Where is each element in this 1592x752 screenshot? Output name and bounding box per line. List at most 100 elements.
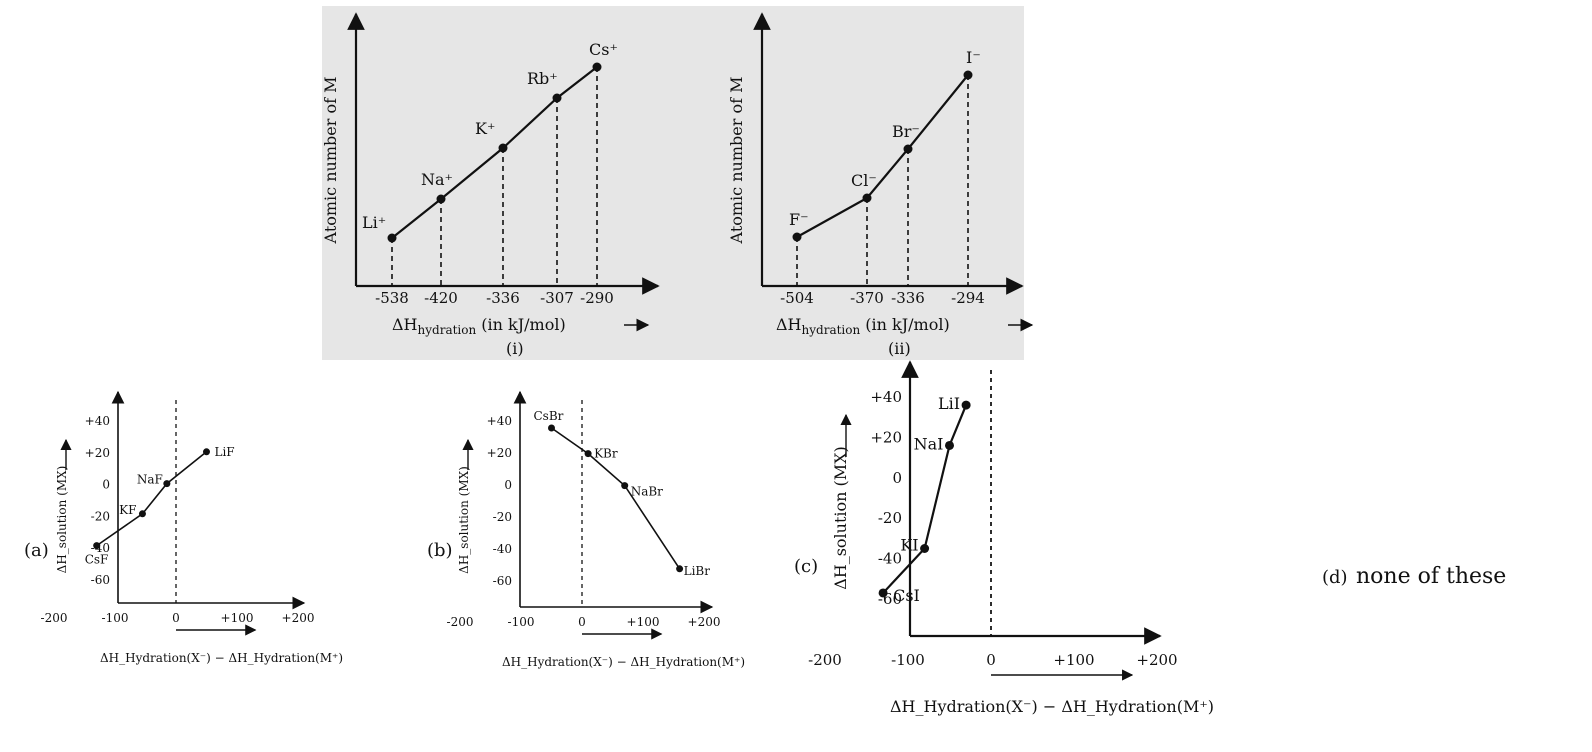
- x-tick-label: -504: [780, 289, 814, 307]
- x-tick-label: -420: [424, 289, 458, 307]
- y-tick-label: 0: [892, 469, 902, 487]
- x-tick-label: -200: [808, 651, 842, 669]
- chart-c: +40+200-20-40-60-200 -100 0 +100 +200ΔH_solu…: [794, 360, 1214, 716]
- data-point: [621, 482, 629, 490]
- data-point: [552, 93, 562, 103]
- y-tick-label: -20: [878, 509, 902, 527]
- point-label: CsBr: [534, 409, 564, 423]
- y-tick-label: -60: [91, 573, 110, 587]
- y-axis-label: Atomic number of M: [727, 77, 746, 245]
- point-label: K⁺: [475, 119, 495, 138]
- y-tick-label: +40: [85, 414, 110, 428]
- point-label: LiI: [938, 394, 960, 413]
- series-line: [796, 74, 969, 238]
- x-axis-label: ΔH_Hydration(X⁻) − ΔH_Hydration(M⁺): [100, 651, 343, 665]
- y-tick-label: 0: [504, 478, 512, 492]
- y-tick-label: +40: [870, 388, 902, 406]
- x-axis-label: ΔHhydration (in kJ/mol): [776, 315, 950, 337]
- series-line: [551, 427, 681, 570]
- data-point: [138, 510, 146, 518]
- data-point: [961, 400, 971, 410]
- data-point: [93, 542, 101, 550]
- data-point: [792, 232, 802, 242]
- panel-background: [322, 6, 1024, 360]
- x-tick-label: -100: [102, 611, 129, 625]
- point-label: KF: [119, 503, 136, 517]
- x-tick-label: +100: [1053, 651, 1094, 669]
- x-tick-label: -538: [375, 289, 409, 307]
- x-tick-label: +200: [1136, 651, 1177, 669]
- data-point: [498, 143, 508, 153]
- data-point: [878, 588, 888, 598]
- data-point: [592, 62, 602, 72]
- chart-caption: (ii): [888, 339, 911, 358]
- point-label: Cl⁻: [851, 171, 877, 190]
- x-tick-label: -290: [580, 289, 614, 307]
- point-label: Li⁺: [362, 213, 386, 232]
- x-tick-label: 0: [986, 651, 996, 669]
- y-tick-label: -20: [493, 510, 512, 524]
- chart-caption: (i): [506, 339, 524, 358]
- y-tick-label: +20: [870, 428, 902, 446]
- y-tick-label: -40: [878, 550, 902, 568]
- x-tick-label: +100: [627, 615, 660, 629]
- x-tick-label: -200: [447, 615, 474, 629]
- option-d-text: none of these: [1356, 564, 1506, 589]
- y-tick-label: 0: [102, 478, 110, 492]
- x-tick-label: -100: [508, 615, 535, 629]
- x-tick-label: -336: [486, 289, 520, 307]
- y-axis-label: ΔH_solution (MX): [831, 446, 850, 590]
- option-label: (a): [24, 540, 49, 561]
- y-axis-label: ΔH_solution (MX): [55, 466, 69, 574]
- option-label: (c): [794, 556, 818, 577]
- point-label: CsF: [85, 553, 109, 567]
- point-label: Br⁻: [892, 122, 920, 141]
- point-label: LiF: [215, 445, 235, 459]
- data-point: [163, 480, 171, 488]
- x-tick-label: 0: [172, 611, 180, 625]
- x-tick-label: -200: [41, 611, 68, 625]
- series-line: [882, 404, 968, 594]
- data-point: [436, 194, 446, 204]
- chart-i: Atomic number of M Li⁺ -538 Na⁺ -420 K⁺ -336 Rb…: [321, 12, 660, 358]
- x-axis-label: ΔHhydration (in kJ/mol): [392, 315, 566, 337]
- series-line: [96, 451, 208, 547]
- point-label: CsI: [893, 586, 920, 605]
- option-label: (b): [427, 540, 453, 561]
- y-tick-label: -60: [493, 574, 512, 588]
- data-point: [387, 233, 397, 243]
- x-tick-label: +200: [282, 611, 315, 625]
- y-axis-label: Atomic number of M: [321, 77, 340, 245]
- point-label: I⁻: [966, 48, 981, 67]
- point-label: NaBr: [631, 485, 663, 499]
- x-tick-label: +200: [688, 615, 721, 629]
- y-axis-label: ΔH_solution (MX): [457, 466, 471, 574]
- point-label: F⁻: [789, 210, 809, 229]
- x-tick-label: +100: [221, 611, 254, 625]
- point-label: Rb⁺: [527, 69, 558, 88]
- point-label: LiBr: [684, 564, 711, 578]
- chart-ii: Atomic number of M F⁻ -504 Cl⁻ -370 Br⁻ -336 I⁻…: [727, 12, 1034, 358]
- point-label: KI: [900, 536, 918, 555]
- x-tick-label: -307: [540, 289, 574, 307]
- y-tick-label: +40: [487, 414, 512, 428]
- point-label: KBr: [594, 447, 618, 461]
- data-point: [945, 440, 954, 450]
- data-point: [920, 544, 930, 553]
- x-tick-label: -336: [891, 289, 925, 307]
- data-point: [676, 565, 684, 573]
- x-tick-label: -100: [891, 651, 925, 669]
- x-tick-label: -370: [850, 289, 884, 307]
- y-tick-label: +20: [85, 446, 110, 460]
- data-point: [963, 70, 973, 80]
- x-axis-label: ΔH_Hydration(X⁻) − ΔH_Hydration(M⁺): [502, 655, 745, 669]
- point-label: NaF: [137, 473, 163, 487]
- point-label: Na⁺: [421, 170, 453, 189]
- chart-a: +40+200-20-40-60-200 -100 0 +100 +200ΔH_solu…: [24, 390, 343, 665]
- data-point: [548, 424, 555, 432]
- data-point: [203, 448, 210, 456]
- data-point: [903, 144, 913, 154]
- y-tick-label: +20: [487, 446, 512, 460]
- x-axis-label: ΔH_Hydration(X⁻) − ΔH_Hydration(M⁺): [890, 697, 1214, 716]
- point-label: NaI: [914, 434, 944, 453]
